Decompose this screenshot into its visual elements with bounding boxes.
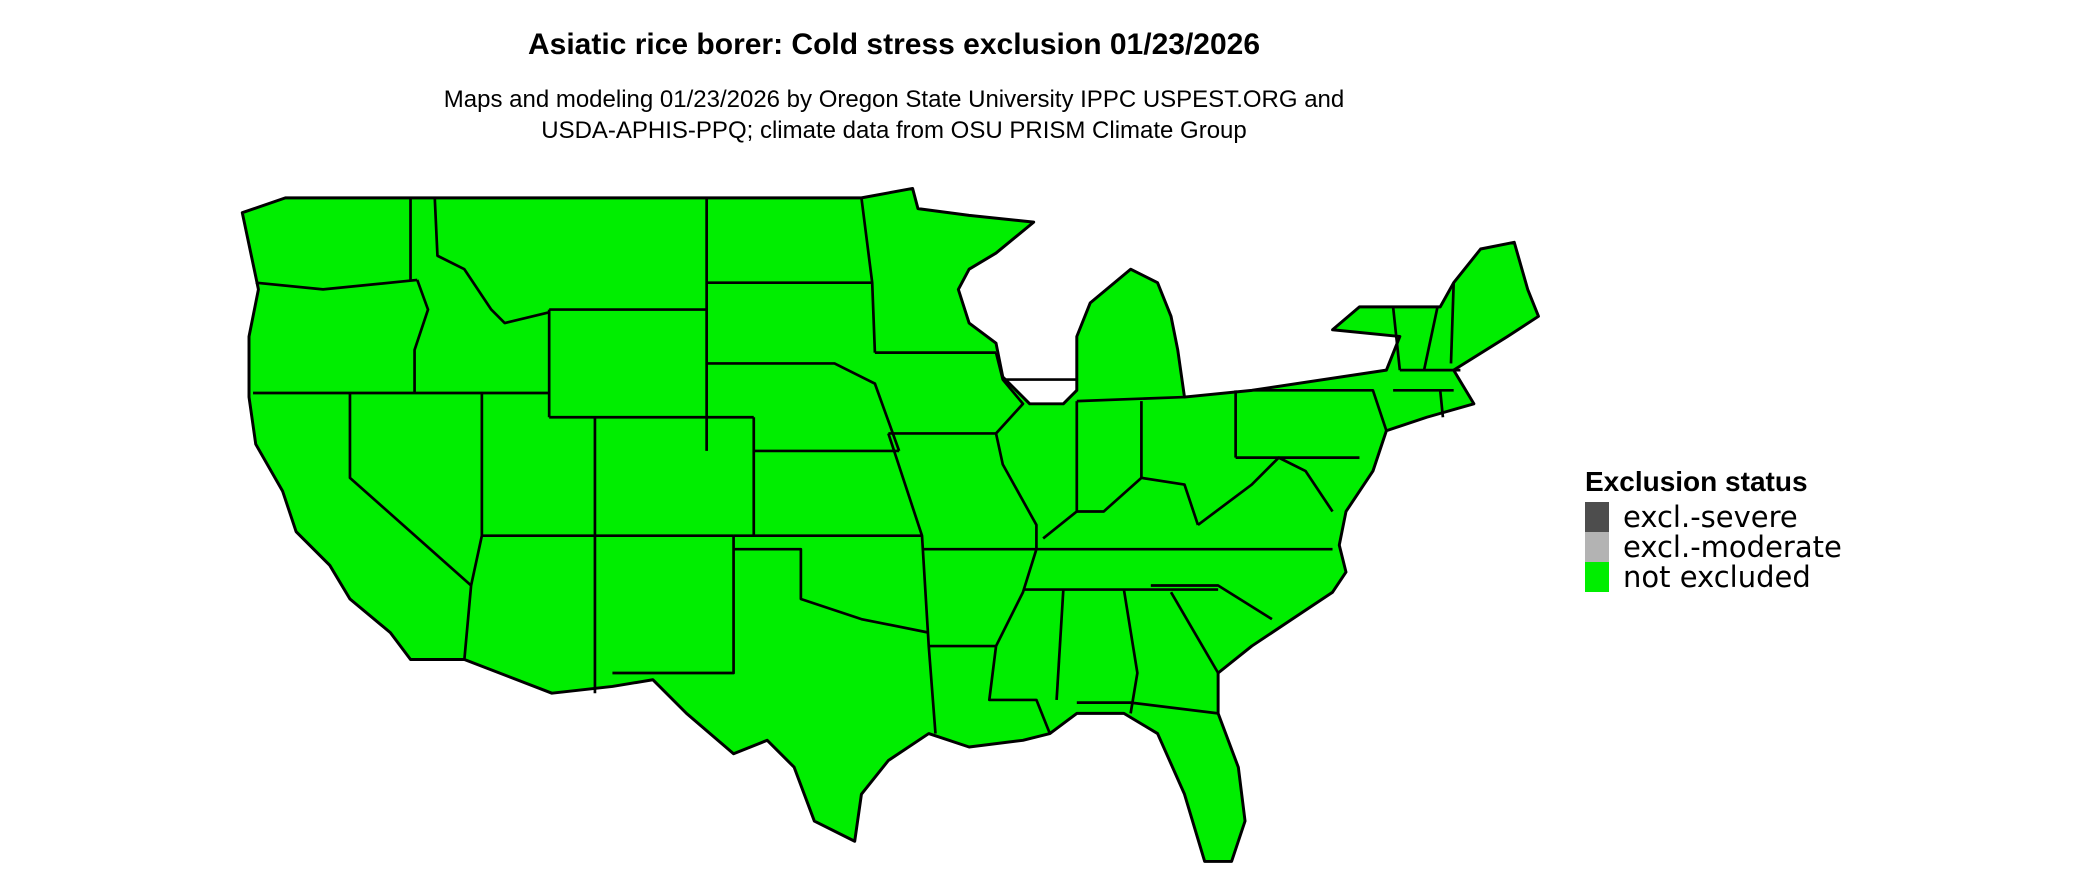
state-borders (253, 197, 1461, 735)
legend-item-not-excluded: not excluded (1585, 562, 1842, 592)
map-title: Asiatic rice borer: Cold stress exclusio… (527, 28, 1261, 61)
legend-label: excl.-severe (1623, 500, 1798, 534)
map-subtitle-line-1: Maps and modeling 01/23/2026 by Oregon S… (443, 86, 1345, 113)
legend-label: not excluded (1623, 560, 1811, 594)
legend-item-severe: excl.-severe (1585, 502, 1842, 532)
legend-title: Exclusion status (1585, 466, 1808, 497)
legend-item-moderate: excl.-moderate (1585, 532, 1842, 562)
legend-key-not-excluded (1585, 562, 1609, 592)
legend-key-severe (1585, 502, 1609, 532)
us-outline (240, 186, 1540, 863)
map-subtitle-line-2: USDA-APHIS-PPQ; climate data from OSU PR… (541, 117, 1247, 144)
legend-label: excl.-moderate (1623, 530, 1842, 564)
legend: Exclusion status excl.-severe excl.-mode… (1585, 466, 1842, 592)
legend-key-moderate (1585, 532, 1609, 562)
